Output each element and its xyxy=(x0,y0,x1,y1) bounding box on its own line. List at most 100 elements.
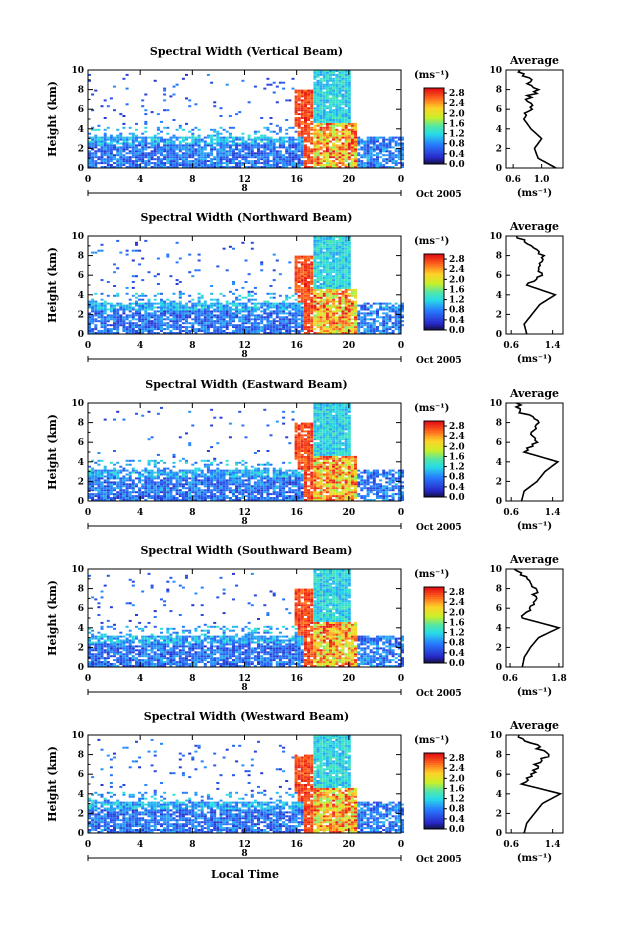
colorbar-segment xyxy=(424,768,444,771)
avg-y-tick-label: 8 xyxy=(496,751,502,761)
colorbar-segment xyxy=(424,314,444,318)
colorbar-segment xyxy=(424,126,444,129)
colorbar-segment xyxy=(424,326,444,329)
day-label: 8 xyxy=(241,517,247,527)
colorbar-segment xyxy=(424,770,444,773)
avg-y-tick-label: 6 xyxy=(496,438,502,448)
avg-y-tick-label: 0 xyxy=(496,829,502,839)
colorbar-segment xyxy=(424,146,444,150)
colorbar-segment xyxy=(424,785,444,788)
colorbar-segment xyxy=(424,278,444,282)
x-tick-label: 8 xyxy=(189,175,195,185)
colorbar-segment xyxy=(424,760,444,763)
x-tick-label: 16 xyxy=(290,840,303,850)
avg-y-tick-label: 2 xyxy=(496,809,502,819)
colorbar-tick-label: 2.4 xyxy=(449,598,465,608)
colorbar-tick-label: 0.8 xyxy=(449,805,465,815)
avg-y-tick-label: 6 xyxy=(496,271,502,281)
x-tick-label: 0 xyxy=(85,341,91,351)
colorbar-segment xyxy=(424,290,444,293)
colorbar-segment xyxy=(424,122,444,125)
colorbar-tick-label: 1.2 xyxy=(449,629,465,639)
colorbar-segment xyxy=(424,598,444,601)
colorbar-segment xyxy=(424,453,444,456)
colorbar-tick-label: 0.0 xyxy=(449,825,465,835)
avg-y-tick-label: 2 xyxy=(496,643,502,653)
y-tick-label: 8 xyxy=(78,419,84,429)
x-tick-label: 0 xyxy=(398,840,404,850)
colorbar-segment xyxy=(424,154,444,157)
colorbar-segment xyxy=(424,487,444,490)
colorbar-segment xyxy=(424,318,444,321)
colorbar-segment xyxy=(424,819,444,822)
colorbar-segment xyxy=(424,823,444,826)
colorbar-segment xyxy=(424,470,444,473)
average-profile-line xyxy=(514,402,560,502)
colorbar-tick-label: 2.4 xyxy=(449,764,465,774)
colorbar-tick-label: 0.0 xyxy=(449,326,465,336)
colorbar-segment xyxy=(424,133,444,136)
colorbar-segment xyxy=(424,312,444,316)
y-tick-label: 10 xyxy=(71,399,84,409)
colorbar-segment xyxy=(424,436,444,439)
colorbar-segment xyxy=(424,97,444,100)
avg-x-tick-label: 0.6 xyxy=(502,674,518,684)
colorbar-segment xyxy=(424,460,444,464)
colorbar-segment xyxy=(424,107,444,110)
avg-x-tick-label: 1.4 xyxy=(545,840,561,850)
colorbar-segment xyxy=(424,613,444,616)
average-title: Average xyxy=(509,719,559,732)
avg-x-tick-label: 0.6 xyxy=(503,840,519,850)
colorbar-segment xyxy=(424,596,444,599)
colorbar-tick-label: 0.8 xyxy=(449,473,465,483)
colorbar-segment xyxy=(424,651,444,654)
colorbar-segment xyxy=(424,483,444,487)
colorbar-segment xyxy=(424,162,444,165)
colorbar-segment xyxy=(424,621,444,624)
colorbar-segment xyxy=(424,143,444,146)
avg-y-tick-label: 4 xyxy=(496,291,502,301)
colorbar-tick-label: 2.8 xyxy=(449,422,465,432)
colorbar-segment xyxy=(424,634,444,637)
colorbar-segment xyxy=(424,653,444,656)
colorbar-segment xyxy=(424,103,444,106)
colorbar-segment xyxy=(424,638,444,641)
colorbar-segment xyxy=(424,280,444,283)
day-line-caps xyxy=(87,523,402,529)
avg-y-tick-label: 8 xyxy=(496,585,502,595)
colorbar-segment xyxy=(424,474,444,477)
colorbar-segment xyxy=(424,311,444,314)
colorbar-segment xyxy=(424,158,444,161)
colorbar-segment xyxy=(424,754,444,758)
colorbar-segment xyxy=(424,644,444,647)
colorbar-tick-label: 1.6 xyxy=(449,452,465,462)
colorbar-tick-label: 0.0 xyxy=(449,659,465,669)
panel-3: Spectral Width (Eastward Beam) 0 2 4 6 8 10 0 4 8… xyxy=(46,378,564,533)
colorbar-unit: (ms⁻¹) xyxy=(414,735,449,746)
colorbar-segment xyxy=(424,438,444,441)
x-tick-label: 20 xyxy=(343,508,356,518)
colorbar-segment xyxy=(424,594,444,597)
colorbar-segment xyxy=(424,135,444,138)
average-profile-line xyxy=(517,734,563,834)
y-tick-label: 2 xyxy=(78,144,84,154)
day-label: 8 xyxy=(241,350,247,360)
colorbar-segment xyxy=(424,99,444,102)
colorbar-segment xyxy=(424,297,444,301)
colorbar-segment xyxy=(424,777,444,781)
average-xlabel: (ms⁻¹) xyxy=(517,521,552,532)
y-tick-label: 6 xyxy=(78,438,84,448)
colorbar-segment xyxy=(424,466,444,469)
colorbar-tick-label: 2.4 xyxy=(449,432,465,442)
average-frame xyxy=(505,734,564,834)
colorbar-segment xyxy=(424,481,444,485)
x-tick-label: 0 xyxy=(85,674,91,684)
colorbar-segment xyxy=(424,459,444,462)
colorbar-segment xyxy=(424,254,444,257)
colorbar-segment xyxy=(424,449,444,452)
y-tick-label: 6 xyxy=(78,271,84,281)
colorbar-segment xyxy=(424,813,444,817)
colorbar-segment xyxy=(424,440,444,443)
x-axis-label: Local Time xyxy=(211,868,279,881)
colorbar-segment xyxy=(424,105,444,108)
